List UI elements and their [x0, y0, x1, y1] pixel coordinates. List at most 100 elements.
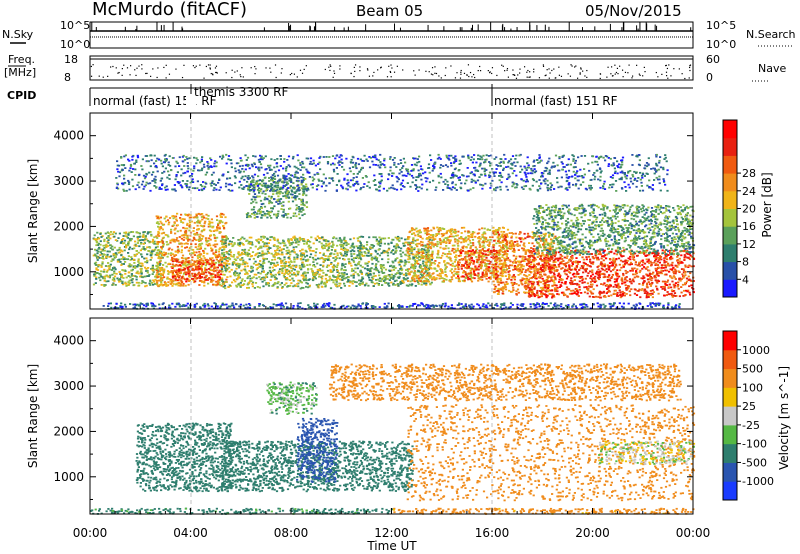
nave-point	[466, 74, 468, 76]
echo-cell	[477, 256, 481, 258]
echo-cell	[357, 239, 360, 242]
echo-cell	[301, 286, 304, 289]
echo-cell	[171, 275, 174, 278]
echo-cell	[143, 231, 146, 233]
echo-cell	[406, 277, 409, 280]
echo-cell	[429, 236, 432, 239]
echo-cell	[339, 238, 342, 241]
echo-cell	[258, 191, 261, 194]
echo-cell	[434, 242, 437, 245]
echo-cell	[210, 269, 213, 272]
echo-cell	[304, 275, 307, 277]
echo-cell	[461, 279, 464, 282]
echo-cell	[164, 234, 167, 236]
echo-cell	[296, 177, 299, 179]
echo-cell	[246, 251, 249, 254]
echo-cell	[416, 257, 419, 260]
nave-point	[112, 65, 114, 68]
echo-cell	[375, 240, 378, 242]
echo-cell	[166, 277, 169, 280]
echo-cell	[144, 266, 147, 269]
echo-cell	[147, 267, 150, 269]
echo-cell	[311, 272, 315, 275]
echo-cell	[222, 225, 225, 227]
echo-cell	[501, 251, 504, 253]
echo-cell	[417, 248, 420, 251]
echo-cell	[252, 262, 256, 265]
echo-cell	[223, 258, 226, 261]
echo-cell	[478, 246, 481, 248]
cpid-segment-2: themis 3300 RF	[194, 85, 288, 99]
echo-cell	[199, 259, 202, 262]
echo-cell	[480, 267, 483, 270]
echo-cell	[432, 237, 435, 240]
echo-cell	[549, 293, 552, 295]
echo-cell	[327, 264, 330, 267]
echo-cell	[217, 222, 220, 225]
echo-cell	[472, 242, 475, 244]
echo-cell	[421, 274, 424, 277]
echo-cell	[222, 257, 226, 259]
echo-cell	[294, 192, 297, 194]
echo-cell	[464, 277, 468, 279]
echo-cell	[216, 283, 219, 286]
nave-point	[250, 67, 252, 69]
echo-cell	[375, 263, 378, 265]
echo-cell	[273, 205, 276, 208]
echo-cell	[424, 244, 427, 247]
echo-cell	[303, 255, 306, 258]
echo-cell	[348, 262, 351, 265]
echo-cell	[285, 181, 288, 184]
echo-cell	[304, 260, 308, 262]
echo-cell	[290, 273, 294, 276]
nave-point	[471, 76, 473, 78]
echo-cell	[445, 245, 448, 247]
echo-cell	[436, 256, 439, 259]
echo-cell	[288, 275, 292, 278]
echo-cell	[360, 235, 363, 238]
echo-cell	[221, 249, 224, 252]
echo-cell	[187, 263, 190, 266]
echo-cell	[338, 285, 341, 287]
echo-cell	[431, 239, 434, 242]
echo-cell	[387, 282, 390, 285]
echo-cell	[472, 261, 475, 264]
echo-cell	[177, 248, 180, 251]
nave-point	[214, 67, 217, 69]
nave-point	[496, 74, 498, 77]
echo-cell	[423, 248, 426, 251]
echo-cell	[231, 245, 234, 248]
echo-cell	[250, 202, 253, 205]
echo-cell	[200, 273, 204, 275]
echo-cell	[137, 251, 140, 254]
echo-cell	[265, 282, 268, 284]
nave-point	[389, 70, 391, 73]
echo-cell	[106, 250, 109, 253]
echo-cell	[501, 288, 504, 290]
echo-cell	[198, 275, 202, 278]
echo-cell	[271, 285, 274, 287]
echo-cell	[164, 282, 167, 284]
echo-cell	[200, 257, 203, 260]
echo-cell	[114, 256, 117, 258]
echo-cell	[374, 255, 377, 258]
echo-cell	[178, 242, 181, 245]
echo-cell	[209, 257, 212, 260]
echo-cell	[336, 276, 339, 278]
echo-cell	[255, 277, 258, 280]
echo-cell	[233, 258, 236, 261]
echo-cell	[160, 222, 163, 225]
echo-cell	[250, 280, 253, 282]
echo-cell	[471, 231, 474, 233]
echo-cell	[277, 241, 280, 244]
echo-cell	[219, 273, 223, 276]
echo-cell	[307, 268, 310, 270]
echo-cell	[207, 268, 210, 270]
echo-cell	[261, 265, 264, 267]
echo-cell	[392, 269, 396, 271]
nave-point	[504, 70, 506, 72]
echo-cell	[135, 250, 138, 252]
echo-cell	[525, 249, 528, 252]
echo-cell	[236, 262, 239, 265]
echo-cell	[352, 274, 355, 277]
